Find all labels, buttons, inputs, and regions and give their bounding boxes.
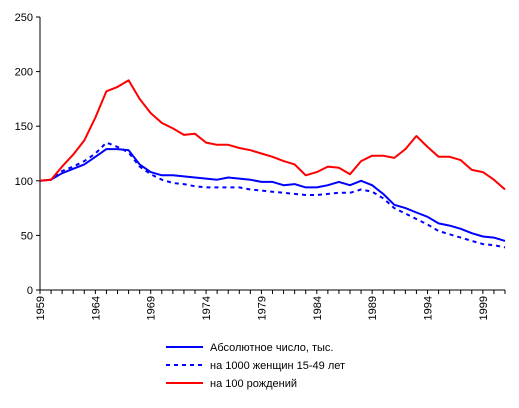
x-tick-label: 1974 xyxy=(201,296,213,320)
legend-label-1: Абсолютное число, тыс. xyxy=(210,342,334,354)
x-tick-label: 1999 xyxy=(478,296,490,320)
x-tick-label: 1959 xyxy=(35,296,47,320)
x-tick-label: 1969 xyxy=(146,296,158,320)
legend-label-2: на 1000 женщин 15-49 лет xyxy=(210,360,345,372)
series-lines xyxy=(39,79,506,249)
y-ticks: 0 50 100 150 200 250 xyxy=(15,12,40,297)
series-line-2 xyxy=(39,141,506,249)
x-tick-label: 1994 xyxy=(423,296,435,320)
legend: Абсолютное число, тыс. на 1000 женщин 15-… xyxy=(166,342,345,390)
series-line-3 xyxy=(39,79,506,191)
series-line-1 xyxy=(39,148,506,242)
x-tick-label: 1984 xyxy=(312,296,324,320)
y-tick-label: 0 xyxy=(27,285,33,297)
legend-label-3: на 100 рождений xyxy=(210,378,297,390)
y-tick-label: 50 xyxy=(21,230,33,242)
y-tick-label: 100 xyxy=(15,176,33,188)
y-tick-label: 150 xyxy=(15,121,33,133)
x-tick-label: 1979 xyxy=(256,296,268,320)
y-tick-label: 200 xyxy=(15,67,33,79)
x-tick-label: 1964 xyxy=(90,296,102,320)
y-tick-label: 250 xyxy=(15,12,33,24)
x-ticks: 1959 1964 1969 1974 1979 1984 1989 1994 1999 xyxy=(35,290,506,320)
x-tick-label: 1989 xyxy=(367,296,379,320)
